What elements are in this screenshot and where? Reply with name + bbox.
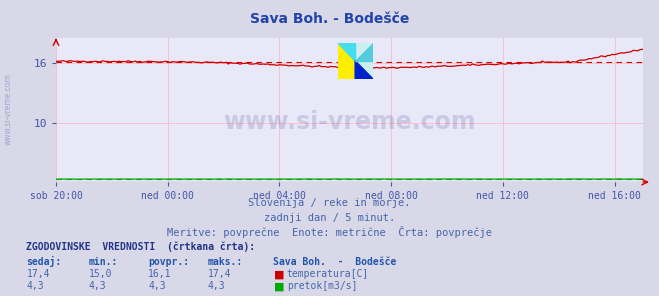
Text: ZGODOVINSKE  VREDNOSTI  (črtkana črta):: ZGODOVINSKE VREDNOSTI (črtkana črta): (26, 242, 256, 252)
Text: pretok[m3/s]: pretok[m3/s] (287, 281, 357, 291)
Text: sedaj:: sedaj: (26, 256, 61, 268)
Text: 4,3: 4,3 (208, 281, 225, 291)
Text: ■: ■ (273, 269, 284, 279)
Text: ■: ■ (273, 281, 284, 291)
Polygon shape (337, 43, 355, 61)
Text: Slovenija / reke in morje.: Slovenija / reke in morje. (248, 198, 411, 208)
Text: 16,1: 16,1 (148, 269, 172, 279)
Text: 17,4: 17,4 (208, 269, 231, 279)
Text: Meritve: povprečne  Enote: metrične  Črta: povprečje: Meritve: povprečne Enote: metrične Črta:… (167, 226, 492, 238)
Text: min.:: min.: (89, 257, 119, 267)
Text: maks.:: maks.: (208, 257, 243, 267)
Text: www.si-vreme.com: www.si-vreme.com (3, 74, 13, 145)
Text: 4,3: 4,3 (89, 281, 107, 291)
Bar (355, 43, 373, 79)
Text: Sava Boh.  -  Bodešče: Sava Boh. - Bodešče (273, 257, 397, 267)
Text: 15,0: 15,0 (89, 269, 113, 279)
Text: Sava Boh. - Bodešče: Sava Boh. - Bodešče (250, 12, 409, 26)
Bar (337, 43, 355, 79)
Polygon shape (355, 61, 373, 79)
Text: www.si-vreme.com: www.si-vreme.com (223, 110, 476, 134)
Text: 17,4: 17,4 (26, 269, 50, 279)
Text: povpr.:: povpr.: (148, 257, 189, 267)
Text: temperatura[C]: temperatura[C] (287, 269, 369, 279)
Text: 4,3: 4,3 (148, 281, 166, 291)
Text: 4,3: 4,3 (26, 281, 44, 291)
Polygon shape (355, 43, 373, 61)
Text: zadnji dan / 5 minut.: zadnji dan / 5 minut. (264, 213, 395, 223)
